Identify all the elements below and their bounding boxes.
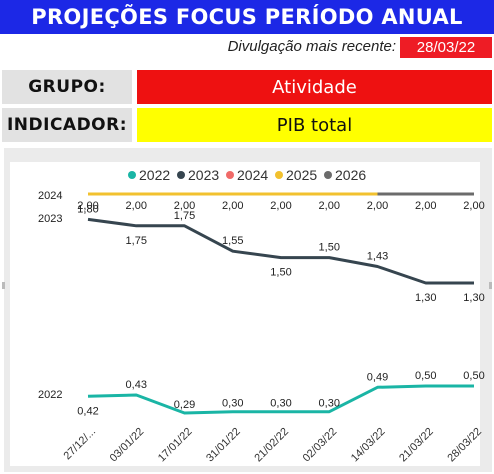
indicator-selector[interactable]: PIB total	[137, 108, 492, 142]
legend-marker-2023	[177, 171, 185, 179]
data-label-2022: 0,50	[463, 370, 484, 382]
data-label-2022: 0,30	[222, 398, 243, 410]
data-label-2025: 2,00	[174, 200, 195, 212]
data-label-2025: 2,00	[270, 200, 291, 212]
legend-marker-2024	[226, 171, 234, 179]
plot-area	[10, 162, 480, 466]
series-row-label: 2024	[38, 190, 62, 202]
resize-handle-left	[2, 282, 5, 289]
release-label: Divulgação mais recente:	[227, 38, 396, 55]
legend-marker-2022	[128, 171, 136, 179]
data-label-2025: 2,00	[415, 200, 436, 212]
data-label-2023: 1,30	[415, 292, 436, 304]
data-label-2022: 0,42	[77, 405, 98, 417]
data-label-2022: 0,30	[270, 398, 291, 410]
data-label-2023: 1,30	[463, 292, 484, 304]
data-label-2022: 0,43	[126, 379, 147, 391]
group-label: GRUPO:	[2, 70, 132, 104]
legend-marker-2025	[275, 171, 283, 179]
release-info: Divulgação mais recente: 28/03/22	[0, 36, 494, 60]
data-label-2025: 2,00	[77, 200, 98, 212]
legend-label-2024: 2024	[237, 167, 268, 183]
line-chart: 2022 2023 2024 2025 2026 2,00 2,00 2,00 2,00 2,00…	[10, 162, 485, 466]
legend-label-2022: 2022	[139, 167, 170, 183]
legend-label-2023: 2023	[188, 167, 219, 183]
data-label-2022: 0,29	[174, 399, 195, 411]
data-label-2025: 2,00	[463, 200, 484, 212]
release-date-badge: 28/03/22	[400, 37, 492, 58]
data-label-2025: 2,00	[319, 200, 340, 212]
data-label-2023: 1,50	[319, 242, 340, 254]
indicator-label: INDICADOR:	[2, 108, 132, 142]
data-label-2025: 2,00	[367, 200, 388, 212]
data-label-2025: 2,00	[222, 200, 243, 212]
series-row-label: 2023	[38, 213, 62, 225]
legend-label-2025: 2025	[286, 167, 317, 183]
legend-label-2026: 2026	[335, 167, 366, 183]
group-selector[interactable]: Atividade	[137, 70, 492, 104]
data-label-2023: 1,50	[270, 267, 291, 279]
series-line-2023	[87, 217, 474, 285]
data-label-2022: 0,30	[319, 398, 340, 410]
series-line-2022	[87, 384, 474, 415]
legend-marker-2026	[324, 171, 332, 179]
data-label-2023: 1,75	[126, 235, 147, 247]
series-row-label: 2022	[38, 389, 62, 401]
resize-handle-right	[489, 282, 492, 289]
data-label-2023: 1,80	[77, 203, 98, 215]
data-label-2023: 1,75	[174, 210, 195, 222]
data-label-2023: 1,55	[222, 235, 243, 247]
data-label-2022: 0,50	[415, 370, 436, 382]
data-label-2023: 1,43	[367, 250, 388, 262]
chart-panel: 2022 2023 2024 2025 2026 2,00 2,00 2,00 2,00 2,00…	[4, 148, 492, 472]
data-label-2025: 2,00	[126, 200, 147, 212]
data-label-2022: 0,49	[367, 371, 388, 383]
page-title: PROJEÇÕES FOCUS PERÍODO ANUAL	[0, 0, 494, 34]
